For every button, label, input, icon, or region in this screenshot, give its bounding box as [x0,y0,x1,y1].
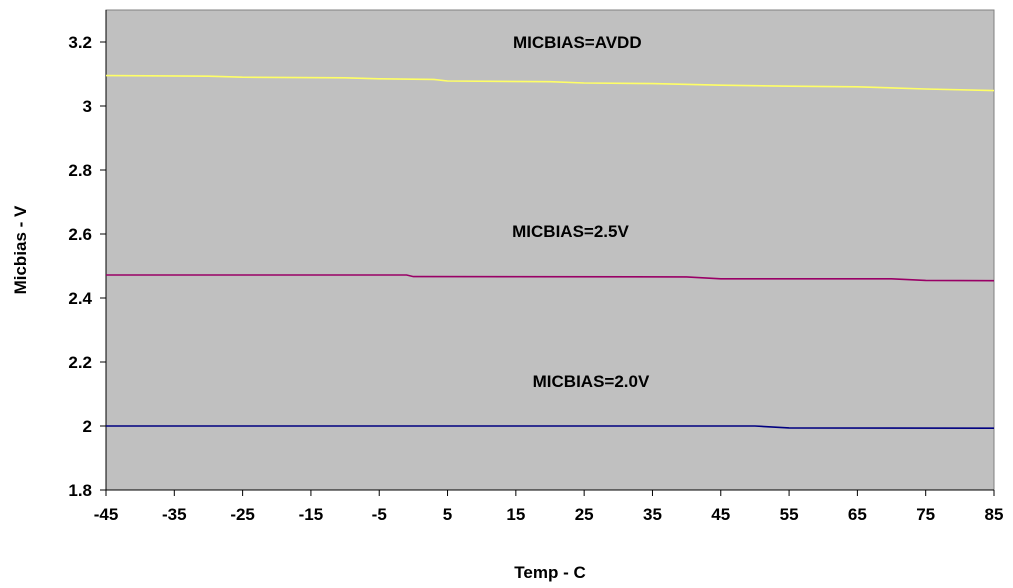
x-tick-label: -15 [299,505,324,524]
x-tick-label: 25 [575,505,594,524]
y-tick-label: 2.6 [68,225,92,244]
x-tick-label: 45 [711,505,730,524]
series-annotation-3: MICBIAS=2.0V [533,372,650,391]
x-tick-label: 75 [916,505,935,524]
x-tick-label: 65 [848,505,867,524]
x-axis-title: Temp - C [514,563,585,582]
x-tick-label: -5 [372,505,387,524]
x-tick-label: -45 [94,505,119,524]
y-tick-label: 3.2 [68,33,92,52]
x-axis-ticks: -45 -35 -25 -15 -5 5 15 25 35 45 55 65 75 85 [94,489,1004,524]
series-line-3 [106,425,995,430]
series-lines [105,74,995,430]
series-annotation-2: MICBIAS=2.5V [512,222,629,241]
x-tick-label: 5 [443,505,452,524]
y-tick-label: 2.2 [68,353,92,372]
series-line-1 [105,74,995,92]
x-tick-label: 15 [506,505,525,524]
plot-area [105,9,995,491]
series-annotations: MICBIAS=AVDD MICBIAS=2.5V MICBIAS=2.0V [512,33,650,391]
y-tick-label: 2 [83,417,92,436]
y-axis-ticks: 1.8 2 2.2 2.4 2.6 2.8 3 3.2 [68,10,107,500]
series-line-2 [106,274,995,282]
x-tick-label: -35 [162,505,187,524]
y-tick-label: 2.4 [68,289,92,308]
y-axis-title: Micbias - V [11,205,30,294]
x-tick-label: 85 [985,505,1004,524]
series-annotation-1: MICBIAS=AVDD [513,33,642,52]
x-tick-label: 35 [643,505,662,524]
x-tick-label: 55 [780,505,799,524]
y-tick-label: 2.8 [68,161,92,180]
y-tick-label: 1.8 [68,481,92,500]
y-tick-label: 3 [83,97,92,116]
x-tick-label: -25 [230,505,255,524]
